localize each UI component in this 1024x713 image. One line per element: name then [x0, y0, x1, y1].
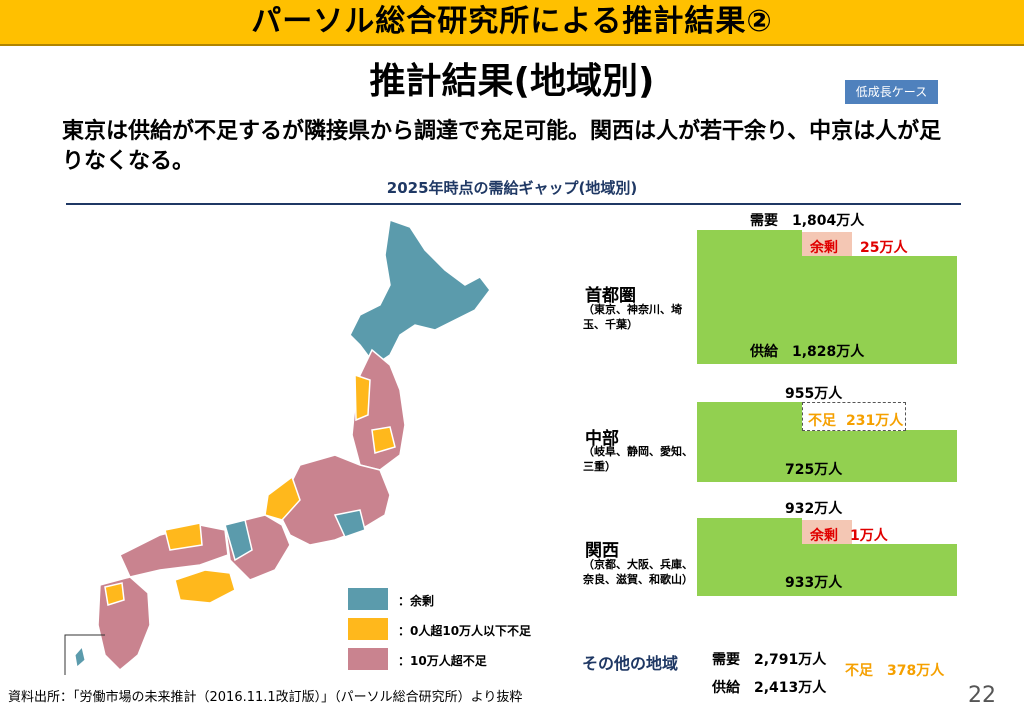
- surplus-box-kansai: [802, 520, 852, 544]
- region-sub-shutoken: （東京、神奈川、埼玉、千葉）: [583, 303, 682, 331]
- region-name-other: その他の地域: [582, 654, 679, 673]
- gap-value-shutoken: 25万人: [860, 240, 908, 256]
- map-kinki-surplus: [224, 519, 253, 562]
- region-name-shutoken: 首都圏: [585, 286, 636, 306]
- gap-value-kansai: 1万人: [850, 528, 888, 544]
- map-okinawa: [74, 645, 86, 668]
- legend-label-major: ：10万人超不足: [398, 654, 487, 668]
- gap-other: 不足 378万人: [845, 663, 945, 679]
- region-sub-chubu: （岐阜、静岡、愛知、三重）: [583, 445, 693, 473]
- region-name-kansai: 関西: [585, 541, 619, 561]
- map-kyushu-minor: [104, 582, 125, 606]
- map-chubu-minor: [264, 475, 301, 521]
- map-tohoku-minor: [354, 373, 371, 422]
- region-sub-kansai: （京都、大阪、兵庫、奈良、滋賀、和歌山）: [583, 558, 693, 586]
- legend-label-minor: ：0人超10万人以下不足: [398, 624, 532, 638]
- demand-kansai: 932万人: [785, 501, 843, 517]
- japan-map: [64, 218, 491, 675]
- legend-swatch-surplus: [348, 588, 388, 610]
- supply-shutoken: 供給 1,828万人: [750, 344, 865, 360]
- page-title: パーソル総合研究所による推計結果②: [251, 4, 773, 39]
- gap-label-chubu: 不足: [808, 413, 836, 429]
- map-shikoku: [174, 569, 236, 604]
- demand-shutoken: 需要 1,804万人: [750, 213, 865, 229]
- demand-other: 需要 2,791万人: [712, 652, 827, 668]
- supply-chubu: 725万人: [785, 462, 843, 478]
- map-tohoku-minor-2: [371, 426, 396, 454]
- bar-demand-chubu: [697, 402, 802, 430]
- chart-title: 2025年時点の需給ギャップ(地域別): [386, 179, 638, 197]
- page-number: 22: [968, 683, 996, 708]
- headline: 東京は供給が不足するが隣接県から調達で充足可能。関西は人が若干余り、中京は人が足…: [62, 119, 942, 174]
- gap-label-kansai: 余剰: [810, 528, 838, 544]
- bar-demand-kansai: [697, 518, 802, 544]
- legend-label-surplus: ：余剰: [398, 594, 435, 608]
- source-note: 資料出所：「労働市場の未来推計（2016.11.1改訂版）」（パーソル総合研究所…: [8, 690, 523, 705]
- divider: [66, 203, 961, 205]
- case-tag: 低成長ケース: [845, 80, 938, 104]
- supply-other: 供給 2,413万人: [712, 680, 827, 696]
- bar-supply-kansai: [697, 544, 957, 596]
- bar-supply-shutoken: [697, 256, 957, 364]
- map-chugoku-minor: [164, 522, 203, 551]
- gap-value-chubu: 231万人: [846, 413, 904, 429]
- legend-swatch-minor: [348, 618, 388, 640]
- bar-supply-chubu: [697, 430, 957, 482]
- bar-demand-shutoken: [697, 230, 802, 256]
- gap-label-shutoken: 余剰: [810, 240, 838, 256]
- map-hokkaido: [349, 218, 491, 367]
- supply-kansai: 933万人: [785, 575, 843, 591]
- section-title: 推計結果(地域別): [369, 61, 655, 102]
- map-okinawa-box: [64, 634, 105, 675]
- region-name-chubu: 中部: [585, 429, 619, 449]
- demand-chubu: 955万人: [785, 386, 843, 402]
- map-kanto-surplus: [333, 509, 366, 538]
- legend-swatch-major: [348, 648, 388, 670]
- surplus-box-shutoken: [802, 232, 852, 256]
- title-bar: [0, 0, 1024, 46]
- shortage-box-chubu: [802, 402, 906, 431]
